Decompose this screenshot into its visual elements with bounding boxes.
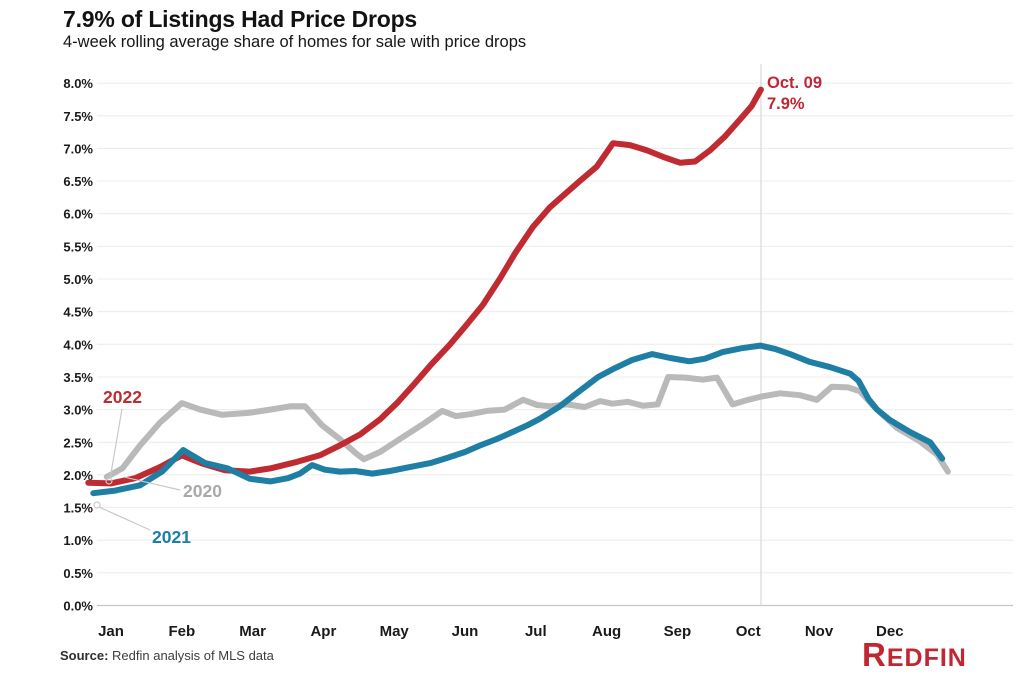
leader-2020 — [123, 476, 181, 491]
x-tick-label: Jun — [452, 623, 479, 640]
x-tick-label: Dec — [876, 623, 904, 640]
series-label-2020: 2020 — [183, 481, 222, 501]
leader-2021 — [98, 506, 151, 531]
y-tick-label: 3.5% — [63, 370, 93, 385]
annotation-date: Oct. 09 — [767, 74, 822, 92]
source-label: Source: — [60, 648, 109, 663]
x-tick-label: Apr — [310, 623, 336, 640]
gridlines — [97, 82, 1013, 607]
y-tick-label: 2.0% — [63, 468, 93, 483]
page-subtitle: 4-week rolling average share of homes fo… — [63, 33, 527, 51]
y-tick-label: 1.5% — [63, 501, 93, 516]
x-axis-labels: Jan Feb Mar Apr May Jun Jul Aug Sep Oct Nov Dec — [98, 623, 903, 640]
x-tick-label: Aug — [592, 623, 621, 640]
series-leader-lines — [93, 408, 181, 531]
y-tick-label: 6.5% — [63, 174, 93, 189]
y-tick-label: 7.0% — [63, 141, 93, 156]
x-tick-label: Mar — [239, 623, 266, 640]
leader-dot-2022 — [105, 477, 113, 485]
y-tick-label: 6.0% — [63, 207, 93, 222]
source-note: Source: Redfin analysis of MLS data — [60, 648, 274, 663]
y-tick-label: 0.5% — [63, 566, 93, 581]
leader-2022 — [109, 408, 123, 480]
source-text: Redfin analysis of MLS data — [108, 648, 274, 663]
y-tick-label: 8.0% — [63, 76, 93, 91]
y-tick-label: 1.0% — [63, 533, 93, 548]
series-label-2021: 2021 — [152, 527, 191, 547]
x-tick-label: May — [380, 623, 410, 640]
redfin-logo-rest: EDFIN — [886, 644, 967, 672]
x-tick-label: Jan — [98, 623, 124, 640]
y-tick-label: 4.5% — [63, 305, 93, 320]
series-lines — [85, 86, 951, 497]
y-tick-label: 5.5% — [63, 239, 93, 254]
x-tick-label: Jul — [525, 623, 547, 640]
x-tick-label: Feb — [168, 623, 195, 640]
series-label-2022: 2022 — [103, 387, 142, 407]
redfin-logo: REDFIN — [862, 638, 1012, 675]
series-line-2020 — [103, 374, 951, 480]
x-tick-label: Oct — [736, 623, 761, 640]
y-tick-label: 4.0% — [63, 337, 93, 352]
y-tick-label: 7.5% — [63, 109, 93, 124]
page-title: 7.9% of Listings Had Price Drops — [63, 6, 418, 32]
y-tick-label: 0.0% — [63, 599, 93, 614]
y-tick-label: 2.5% — [63, 435, 93, 450]
annotation-value: 7.9% — [767, 95, 805, 113]
y-tick-label: 3.0% — [63, 403, 93, 418]
x-tick-label: Nov — [805, 623, 834, 640]
y-tick-label: 5.0% — [63, 272, 93, 287]
redfin-logo-first-letter: R — [862, 636, 887, 673]
leader-dot-2021 — [93, 501, 101, 509]
series-line-2021 — [90, 342, 946, 497]
y-axis-labels: 0.0% 0.5% 1.0% 1.5% 2.0% 2.5% 3.0% 3.5% 4.0% 4.5%… — [63, 76, 93, 613]
x-tick-label: Sep — [664, 623, 692, 640]
